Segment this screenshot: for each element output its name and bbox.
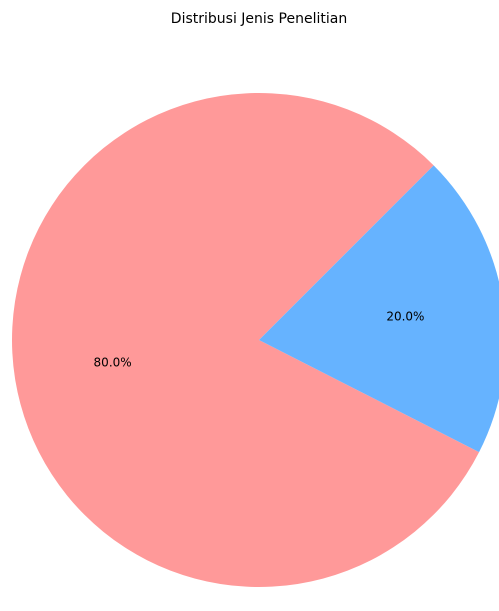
pie-slices: [12, 93, 499, 588]
pie-labels: Kuantitatif80.0%Kualitatif20.0%: [94, 309, 425, 370]
pct-label-kualitatif: 20.0%: [386, 309, 424, 323]
pct-label-kuantitatif: 80.0%: [94, 356, 132, 370]
pie-slice-kualitatif: [259, 165, 499, 453]
chart-title: Distribusi Jenis Penelitian: [171, 11, 347, 27]
pie-slice-kuantitatif: [12, 93, 480, 588]
